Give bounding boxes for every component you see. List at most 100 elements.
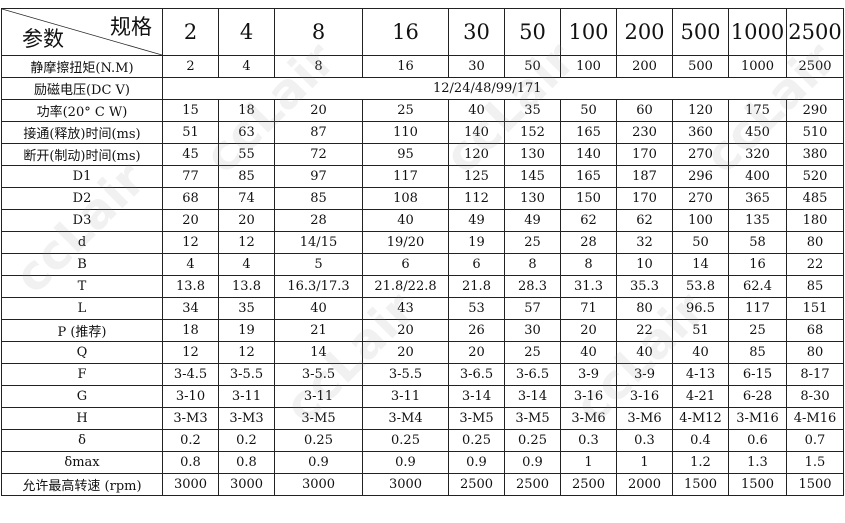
row-label: D1	[1, 165, 163, 188]
table-cell: 3-M6	[616, 407, 673, 430]
table-cell: 290	[786, 99, 844, 122]
table-cell: 71	[560, 297, 617, 320]
table-cell: 28	[560, 231, 617, 254]
table-cell: 3-M5	[504, 407, 561, 430]
table-cell: 151	[786, 297, 844, 320]
table-cell: 85	[728, 341, 787, 364]
table-cell: 0.9	[448, 451, 505, 474]
size-header-8: 8	[274, 8, 363, 56]
table-cell: 0.9	[504, 451, 561, 474]
diagonal-line	[2, 9, 162, 55]
table-cell: 4	[162, 253, 219, 276]
table-cell: 49	[448, 209, 505, 232]
table-cell: 57	[504, 297, 561, 320]
table-cell: 80	[786, 341, 844, 364]
table-cell: 16	[362, 55, 449, 78]
table-cell: 85	[274, 187, 363, 210]
table-cell: 50	[672, 231, 729, 254]
table-cell: 85	[786, 275, 844, 298]
table-row: 接通(释放)时间(ms) 51 63 87 110 140 152 165 230 360 450 5…	[1, 121, 844, 144]
table-cell: 130	[504, 143, 561, 166]
table-cell: 175	[728, 99, 787, 122]
table-cell: 20	[218, 209, 275, 232]
table-cell: 74	[218, 187, 275, 210]
table-cell: 60	[616, 99, 673, 122]
size-header-1000: 1000	[728, 8, 787, 56]
table-row: Q 12 12 14 20 20 25 40 40 40 85 80	[1, 341, 844, 364]
table-cell: 200	[616, 55, 673, 78]
table-cell: 40	[672, 341, 729, 364]
spec-table: 规格 参数 2 4 8 16 30 50 100 200 500 1000 2500 静摩擦扭矩(N…	[1, 8, 844, 496]
table-cell: 270	[672, 187, 729, 210]
table-cell: 0.9	[274, 451, 363, 474]
table-cell: 4-M12	[672, 407, 729, 430]
header-row: 规格 参数 2 4 8 16 30 50 100 200 500 1000 2500	[1, 8, 844, 56]
table-cell: 450	[728, 121, 787, 144]
table-cell: 360	[672, 121, 729, 144]
table-cell: 3-M5	[274, 407, 363, 430]
table-cell: 16.3/17.3	[274, 275, 363, 298]
table-row: δmax 0.8 0.8 0.9 0.9 0.9 0.9 1 1 1.2 1.3 1.5	[1, 451, 844, 474]
table-row: P (推荐) 18 19 21 20 26 30 20 22 51 25 68	[1, 319, 844, 342]
table-cell: 50	[560, 99, 617, 122]
table-cell: 10	[616, 253, 673, 276]
table-cell: 5	[274, 253, 363, 276]
row-label: F	[1, 363, 163, 386]
table-cell: 68	[162, 187, 219, 210]
table-cell: 18	[218, 99, 275, 122]
row-label: 励磁电压(DC V)	[1, 77, 163, 100]
table-cell: 96.5	[672, 297, 729, 320]
table-cell: 31.3	[560, 275, 617, 298]
table-cell: 25	[362, 99, 449, 122]
table-cell: 28.3	[504, 275, 561, 298]
table-cell: 3-11	[274, 385, 363, 408]
table-cell: 6	[448, 253, 505, 276]
table-cell: 51	[672, 319, 729, 342]
table-cell: 8	[560, 253, 617, 276]
row-label: δ	[1, 429, 163, 452]
table-cell: 4-21	[672, 385, 729, 408]
table-cell: 117	[362, 165, 449, 188]
table-cell: 165	[560, 165, 617, 188]
table-cell: 270	[672, 143, 729, 166]
table-cell: 72	[274, 143, 363, 166]
table-cell: 125	[448, 165, 505, 188]
table-cell: 4	[218, 55, 275, 78]
table-cell: 32	[616, 231, 673, 254]
table-cell: 20	[162, 209, 219, 232]
table-cell: 320	[728, 143, 787, 166]
corner-cell: 规格 参数	[1, 8, 163, 56]
table-cell: 510	[786, 121, 844, 144]
table-cell: 0.25	[362, 429, 449, 452]
table-cell: 1500	[786, 473, 844, 496]
table-cell: 165	[560, 121, 617, 144]
table-cell: 40	[274, 297, 363, 320]
table-cell: 62	[616, 209, 673, 232]
table-cell: 0.25	[274, 429, 363, 452]
table-row: H 3-M3 3-M3 3-M5 3-M4 3-M5 3-M5 3-M6 3-M6 4-M12 3-…	[1, 407, 844, 430]
table-cell: 68	[786, 319, 844, 342]
table-cell: 485	[786, 187, 844, 210]
table-cell: 51	[162, 121, 219, 144]
table-cell: 2	[162, 55, 219, 78]
table-cell: 97	[274, 165, 363, 188]
table-cell: 3-M3	[218, 407, 275, 430]
table-cell: 100	[560, 55, 617, 78]
row-label: 接通(释放)时间(ms)	[1, 121, 163, 144]
table-cell: 3-5.5	[362, 363, 449, 386]
table-cell: 180	[786, 209, 844, 232]
table-cell: 3-14	[504, 385, 561, 408]
size-header-4: 4	[218, 8, 275, 56]
table-cell: 26	[448, 319, 505, 342]
row-label: G	[1, 385, 163, 408]
table-cell: 18	[162, 319, 219, 342]
row-label: T	[1, 275, 163, 298]
table-cell: 1500	[728, 473, 787, 496]
table-cell: 0.8	[218, 451, 275, 474]
table-cell: 520	[786, 165, 844, 188]
table-row: B 4 4 5 6 6 8 8 10 14 16 22	[1, 253, 844, 276]
table-cell: 45	[162, 143, 219, 166]
table-cell: 14/15	[274, 231, 363, 254]
table-cell: 3-11	[362, 385, 449, 408]
table-cell: 3-M6	[560, 407, 617, 430]
